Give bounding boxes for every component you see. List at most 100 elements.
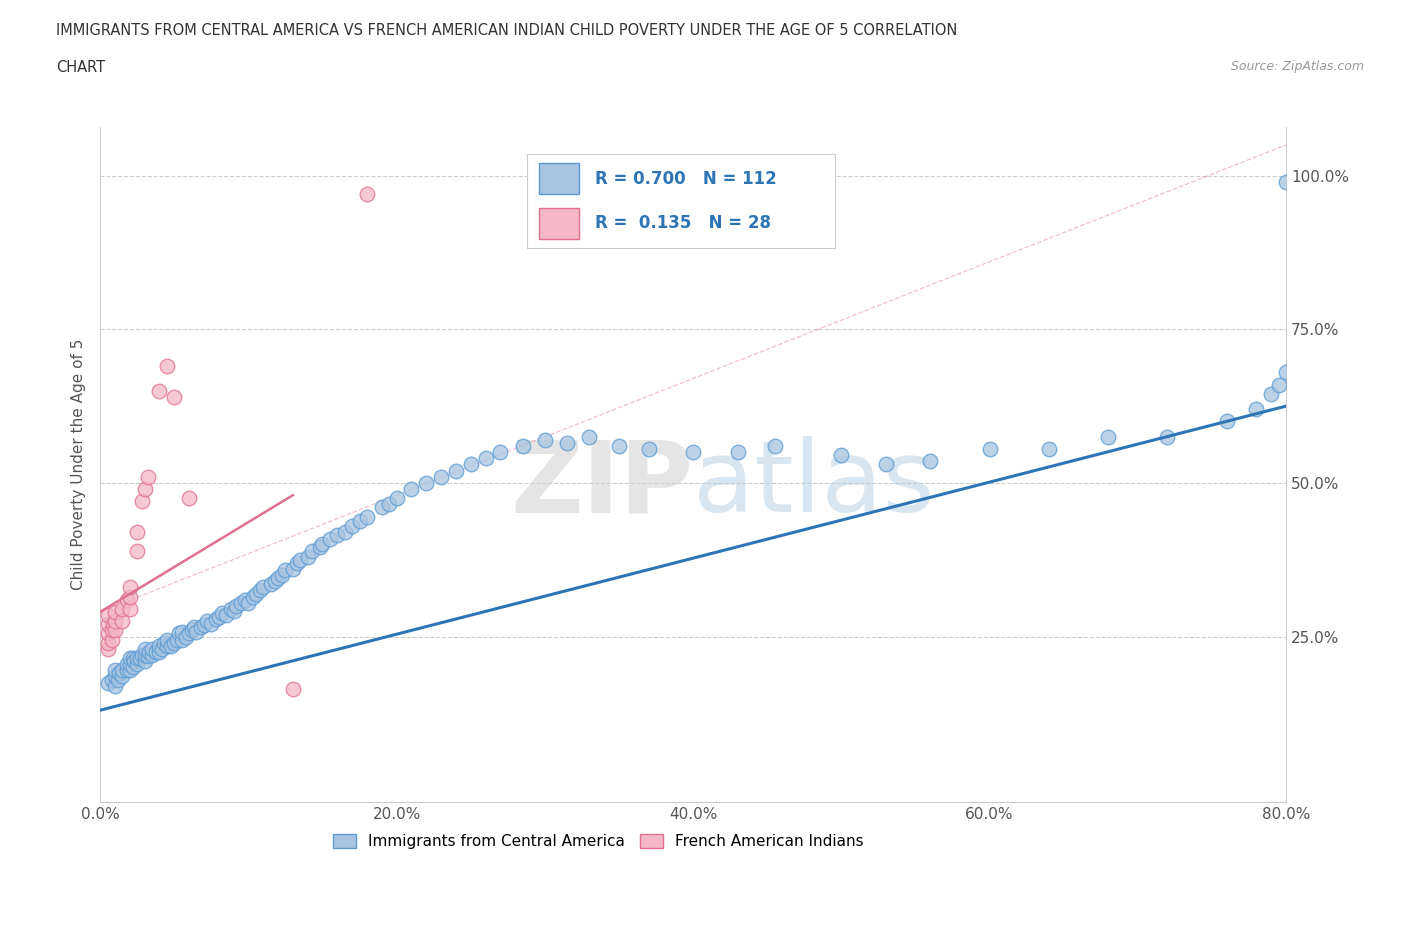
Point	[460, 457, 482, 472]
Point	[190, 620, 212, 635]
Point	[186, 624, 208, 639]
Point	[141, 647, 163, 662]
Point	[578, 430, 600, 445]
Point	[96, 626, 118, 641]
Point	[415, 475, 437, 490]
Point	[326, 527, 349, 542]
Point	[271, 567, 294, 582]
Text: IMMIGRANTS FROM CENTRAL AMERICA VS FRENCH AMERICAN INDIAN CHILD POVERTY UNDER TH: IMMIGRANTS FROM CENTRAL AMERICA VS FRENC…	[56, 23, 957, 38]
Point	[235, 592, 257, 607]
Point	[96, 635, 118, 650]
Point	[156, 359, 179, 374]
Point	[148, 383, 170, 398]
Point	[444, 463, 467, 478]
Point	[115, 592, 138, 607]
Point	[875, 457, 897, 472]
Point	[96, 675, 118, 690]
Point	[136, 470, 159, 485]
Point	[104, 623, 127, 638]
Point	[118, 663, 141, 678]
Point	[512, 439, 534, 454]
Point	[115, 663, 138, 678]
Point	[156, 632, 179, 647]
Point	[385, 491, 408, 506]
Point	[111, 602, 134, 617]
Point	[238, 595, 260, 610]
Point	[281, 682, 304, 697]
Point	[1275, 365, 1298, 379]
Point	[245, 586, 267, 601]
Point	[96, 607, 118, 622]
Point	[121, 651, 143, 666]
Point	[290, 552, 312, 567]
Point	[174, 629, 197, 644]
Point	[118, 602, 141, 617]
Point	[134, 647, 156, 662]
Point	[96, 617, 118, 631]
Point	[349, 513, 371, 528]
Text: ZIP: ZIP	[510, 436, 693, 533]
Point	[181, 623, 204, 638]
Point	[129, 651, 152, 666]
Point	[153, 635, 176, 650]
Point	[104, 663, 127, 678]
Point	[177, 491, 200, 506]
Point	[96, 642, 118, 657]
Point	[166, 632, 188, 647]
Point	[111, 663, 134, 678]
Point	[1260, 386, 1282, 401]
Point	[122, 654, 145, 669]
Point	[308, 540, 330, 555]
Point	[340, 519, 363, 534]
Point	[127, 657, 149, 671]
Text: atlas: atlas	[693, 436, 935, 533]
Point	[141, 642, 163, 657]
Point	[204, 612, 226, 627]
Point	[727, 445, 749, 459]
Point	[555, 435, 578, 450]
Point	[533, 432, 555, 447]
Point	[170, 632, 193, 647]
Point	[281, 562, 304, 577]
Point	[211, 605, 233, 620]
Point	[195, 614, 218, 629]
Point	[163, 635, 186, 650]
Point	[148, 638, 170, 653]
Point	[131, 647, 153, 662]
Point	[134, 482, 156, 497]
Point	[115, 657, 138, 671]
Point	[301, 543, 323, 558]
Point	[136, 649, 159, 664]
Point	[150, 642, 173, 657]
Point	[134, 654, 156, 669]
Point	[401, 482, 423, 497]
Point	[356, 510, 378, 525]
Point	[127, 651, 149, 666]
Point	[333, 525, 356, 539]
Point	[489, 445, 512, 459]
Point	[170, 624, 193, 639]
Point	[193, 618, 215, 633]
Point	[118, 580, 141, 595]
Point	[682, 445, 704, 459]
Point	[267, 571, 290, 586]
Point	[229, 595, 252, 610]
Point	[1097, 430, 1119, 445]
Point	[121, 659, 143, 674]
Point	[108, 666, 131, 681]
Point	[101, 672, 124, 687]
Point	[167, 626, 190, 641]
Point	[356, 187, 378, 202]
Point	[131, 494, 153, 509]
Point	[148, 644, 170, 659]
Point	[118, 657, 141, 671]
Point	[118, 589, 141, 604]
Point	[118, 651, 141, 666]
Point	[378, 497, 401, 512]
Point	[104, 669, 127, 684]
Text: CHART: CHART	[56, 60, 105, 75]
Point	[145, 644, 167, 659]
Point	[101, 623, 124, 638]
Point	[225, 598, 247, 613]
Point	[208, 609, 231, 624]
